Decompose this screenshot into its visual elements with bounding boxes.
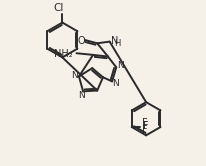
Text: F: F [142,124,148,134]
Text: N: N [78,91,85,100]
Text: O: O [78,36,85,46]
Text: Cl: Cl [53,3,63,13]
Text: F: F [143,121,149,131]
Text: F: F [142,118,148,128]
Text: N: N [112,79,119,88]
Text: NH₂: NH₂ [54,49,72,59]
Text: N: N [111,36,119,46]
Text: N: N [117,61,124,70]
Text: H: H [115,39,121,48]
Text: N: N [71,71,78,81]
